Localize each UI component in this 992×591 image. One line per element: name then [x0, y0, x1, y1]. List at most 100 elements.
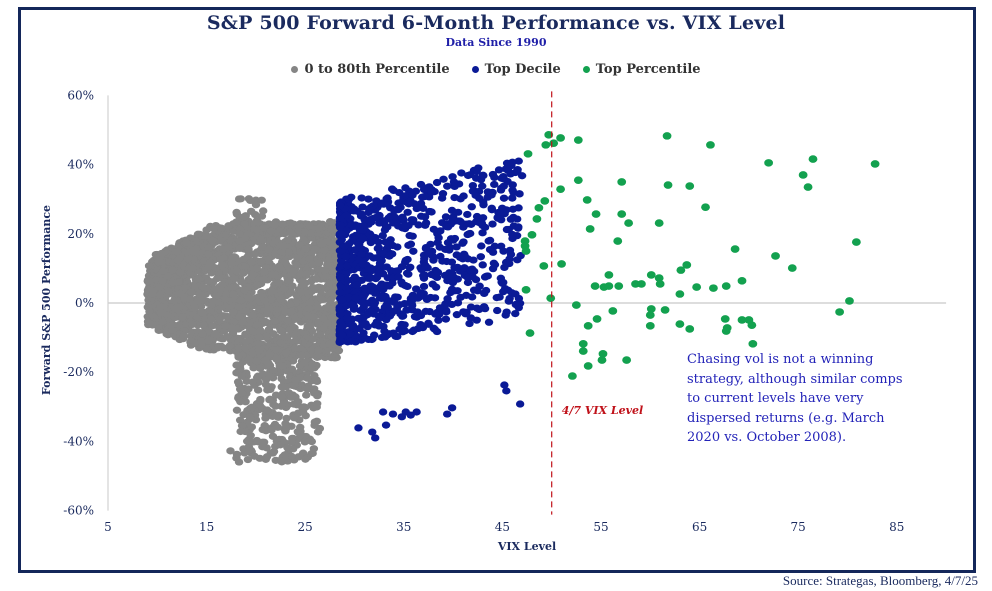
gray-point	[275, 262, 284, 270]
blue-point	[364, 205, 374, 213]
gray-point	[185, 295, 195, 303]
gray-point	[273, 423, 283, 431]
gray-point	[258, 443, 267, 451]
blue-point	[359, 329, 368, 337]
gray-point	[313, 428, 323, 436]
green-point	[676, 266, 686, 274]
green-point	[787, 264, 797, 272]
gray-point	[211, 285, 220, 293]
gray-point	[286, 229, 296, 237]
blue-point	[449, 236, 458, 244]
gray-point	[274, 279, 283, 287]
gray-point	[250, 250, 259, 259]
gray-point	[300, 403, 310, 412]
blue-point	[405, 264, 414, 272]
gray-point	[244, 447, 253, 455]
blue-point	[363, 311, 372, 319]
x-tick-label: 45	[495, 520, 510, 534]
gray-point	[256, 235, 265, 243]
blue-point	[487, 206, 497, 214]
blue-point	[478, 182, 487, 190]
gray-point	[159, 267, 168, 275]
gray-point	[248, 311, 258, 319]
gray-point	[234, 352, 243, 360]
gray-point	[324, 256, 333, 264]
green-point	[685, 182, 695, 190]
gray-point	[247, 423, 257, 431]
gray-point	[256, 327, 265, 335]
blue-point	[398, 312, 408, 320]
blue-point	[480, 289, 489, 298]
gray-point	[261, 414, 270, 422]
gray-point	[191, 282, 200, 291]
blue-point	[443, 223, 453, 231]
blue-point	[457, 169, 466, 177]
blue-point	[383, 303, 393, 311]
gray-point	[295, 240, 304, 249]
green-point	[544, 131, 554, 139]
green-point	[585, 225, 595, 233]
green-point	[845, 297, 854, 305]
gray-point	[327, 305, 337, 313]
blue-point	[416, 180, 426, 189]
gray-point	[216, 255, 225, 263]
blue-point	[400, 221, 409, 230]
blue-point	[434, 316, 443, 324]
blue-point	[352, 281, 362, 289]
gray-point	[229, 290, 238, 298]
blue-point	[389, 298, 399, 306]
gray-point	[305, 222, 314, 230]
blue-point	[488, 220, 497, 228]
green-point	[521, 247, 531, 255]
gray-point	[170, 296, 179, 305]
gray-point	[249, 328, 258, 336]
blue-point	[382, 316, 391, 324]
gray-point	[156, 308, 166, 317]
green-point	[613, 237, 623, 245]
gray-point	[260, 317, 270, 325]
gray-point	[321, 272, 331, 281]
gray-point	[204, 243, 214, 252]
gray-point	[237, 372, 246, 380]
blue-point	[502, 387, 511, 395]
green-point	[622, 356, 632, 364]
gray-point	[251, 201, 261, 209]
gray-point	[202, 226, 211, 234]
gray-point	[188, 264, 198, 272]
gray-point	[285, 276, 294, 284]
blue-point	[365, 274, 375, 283]
blue-point	[335, 288, 345, 297]
blue-point	[493, 306, 502, 315]
green-point	[721, 327, 731, 335]
blue-point	[411, 285, 421, 293]
gray-point	[303, 322, 312, 330]
green-point	[532, 215, 542, 223]
blue-point	[405, 231, 414, 240]
green-point	[591, 210, 601, 218]
gray-point	[327, 314, 337, 322]
gray-point	[253, 438, 262, 446]
gray-point	[267, 287, 277, 296]
y-tick-label: 20%	[67, 227, 94, 241]
blue-point	[513, 166, 522, 174]
gray-point	[204, 250, 213, 258]
green-point	[835, 308, 845, 316]
y-tick-label: -60%	[63, 504, 94, 518]
gray-point	[257, 196, 266, 204]
green-point	[747, 321, 757, 329]
green-point	[803, 183, 813, 191]
blue-point	[377, 333, 387, 342]
green-point	[617, 210, 627, 218]
gray-point	[283, 332, 292, 341]
legend-item-blue: Top Decile	[471, 62, 561, 77]
gray-point	[280, 257, 290, 266]
gray-point	[255, 333, 264, 341]
gray-point	[232, 361, 241, 369]
gray-point	[239, 213, 249, 221]
blue-point	[422, 295, 432, 303]
gray-point	[252, 357, 262, 365]
gray-point	[227, 283, 236, 292]
gray-point	[198, 330, 207, 338]
gray-point	[258, 224, 268, 232]
gray-point	[204, 337, 213, 346]
